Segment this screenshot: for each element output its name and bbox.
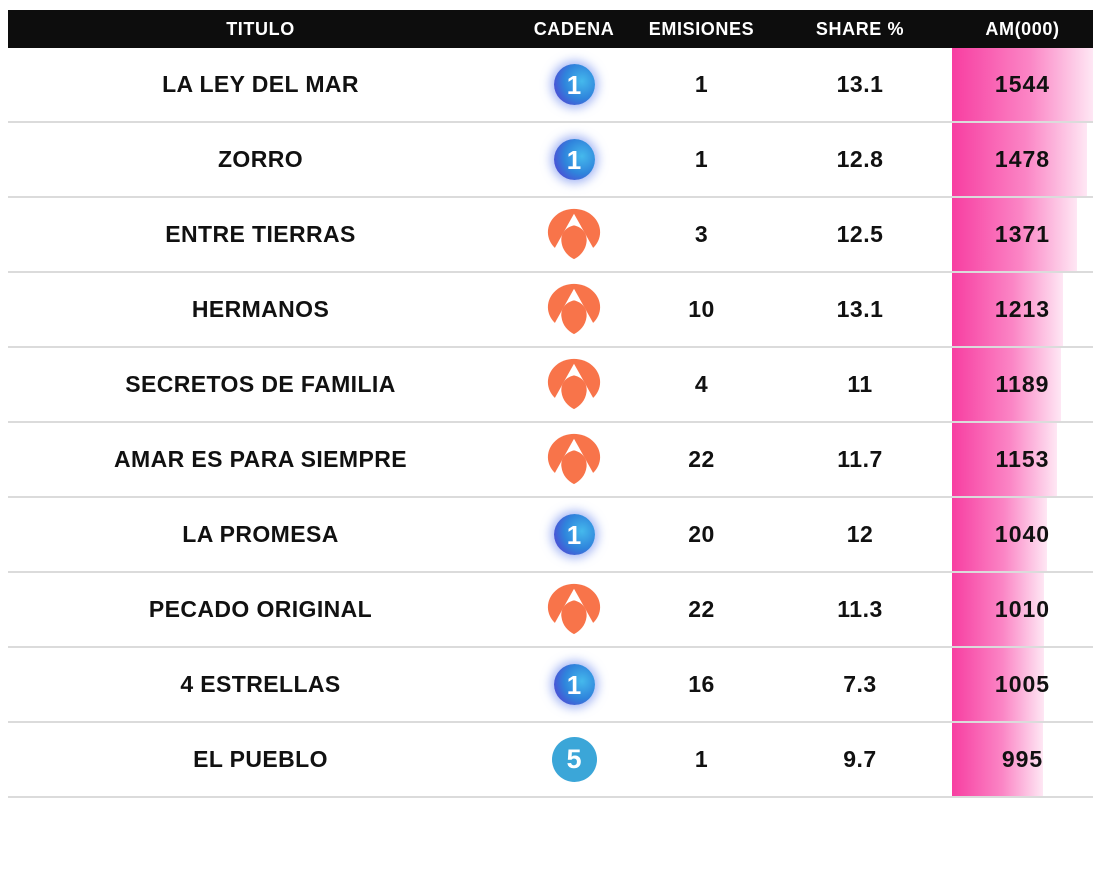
am-bar (952, 423, 1058, 496)
am-value: 995 (1001, 746, 1044, 772)
emisiones-value: 10 (688, 296, 715, 322)
am-cell: 1005 (952, 648, 1093, 721)
share-value: 12.5 (836, 221, 884, 247)
am-bar (952, 123, 1087, 196)
channel-cell (513, 573, 635, 646)
am-bar (952, 198, 1078, 271)
channel-cell (513, 348, 635, 421)
am-bar (952, 273, 1063, 346)
channel-cell: 1 (513, 123, 635, 196)
am-value: 1189 (995, 371, 1050, 397)
channel-cell (513, 198, 635, 271)
am-cell: 995 (952, 723, 1093, 796)
antena3-logo-icon (546, 358, 602, 412)
table-row: LA LEY DEL MAR 1 1 13.1 1544 (8, 48, 1093, 123)
am-bar (952, 48, 1093, 121)
share-value: 12 (846, 521, 874, 547)
antena3-logo-icon (546, 583, 602, 637)
la1-logo-icon: 1 (553, 139, 595, 180)
header-share: SHARE % (815, 18, 905, 39)
channel-cell (513, 273, 635, 346)
table-row: AMAR ES PARA SIEMPRE 22 11.7 1153 (8, 423, 1093, 498)
show-title: 4 ESTRELLAS (180, 671, 341, 697)
am-cell: 1153 (952, 423, 1093, 496)
show-title: SECRETOS DE FAMILIA (125, 371, 396, 397)
am-bar (952, 498, 1047, 571)
share-value: 9.7 (843, 746, 877, 772)
table-row: PECADO ORIGINAL 22 11.3 1010 (8, 573, 1093, 648)
la1-logo-icon: 1 (553, 514, 595, 555)
share-value: 11.7 (837, 446, 883, 472)
show-title: EL PUEBLO (193, 746, 328, 772)
am-cell: 1371 (952, 198, 1093, 271)
am-cell: 1040 (952, 498, 1093, 571)
show-title: AMAR ES PARA SIEMPRE (114, 446, 407, 472)
share-value: 11 (847, 371, 873, 397)
table-row: SECRETOS DE FAMILIA 4 11 1189 (8, 348, 1093, 423)
emisiones-value: 1 (694, 746, 709, 772)
share-value: 7.3 (843, 671, 877, 697)
am-value: 1478 (994, 146, 1051, 172)
am-bar (952, 348, 1061, 421)
am-value: 1040 (994, 521, 1051, 547)
table-row: EL PUEBLO 5 1 9.7 995 (8, 723, 1093, 798)
header-titulo: TITULO (226, 18, 295, 39)
am-bar (952, 723, 1043, 796)
header-am: AM(000) (985, 18, 1060, 39)
show-title: PECADO ORIGINAL (148, 596, 373, 622)
show-title: ENTRE TIERRAS (165, 221, 356, 247)
am-cell: 1478 (952, 123, 1093, 196)
am-cell: 1189 (952, 348, 1093, 421)
share-value: 11.3 (837, 596, 883, 622)
emisiones-value: 22 (688, 596, 715, 622)
ratings-table: TITULO CADENA EMISIONES SHARE % AM(000) … (8, 10, 1093, 798)
header-cadena: CADENA (533, 18, 615, 39)
channel-cell: 5 (513, 723, 635, 796)
share-value: 13.1 (836, 296, 884, 322)
antena3-logo-icon (546, 208, 602, 262)
table-row: ENTRE TIERRAS 3 12.5 1371 (8, 198, 1093, 273)
antena3-logo-icon (546, 283, 602, 337)
header-emisiones: EMISIONES (648, 18, 755, 39)
table-row: LA PROMESA 1 20 12 1040 (8, 498, 1093, 573)
emisiones-value: 16 (688, 671, 715, 697)
emisiones-value: 4 (694, 371, 709, 397)
telecinco-logo-icon: 5 (551, 737, 597, 782)
am-bar (952, 648, 1044, 721)
emisiones-value: 3 (694, 221, 709, 247)
am-bar (952, 573, 1045, 646)
show-title: ZORRO (217, 146, 304, 172)
am-value: 1371 (994, 221, 1051, 247)
channel-cell: 1 (513, 498, 635, 571)
am-value: 1153 (995, 446, 1050, 472)
show-title: HERMANOS (191, 296, 330, 322)
am-cell: 1544 (952, 48, 1093, 121)
share-value: 12.8 (836, 146, 884, 172)
channel-cell: 1 (513, 48, 635, 121)
emisiones-value: 22 (688, 446, 715, 472)
table-body: LA LEY DEL MAR 1 1 13.1 1544 ZORRO 1 1 1… (8, 48, 1093, 798)
table-header: TITULO CADENA EMISIONES SHARE % AM(000) (8, 10, 1093, 48)
am-value: 1005 (994, 671, 1051, 697)
table-row: 4 ESTRELLAS 1 16 7.3 1005 (8, 648, 1093, 723)
show-title: LA PROMESA (182, 521, 339, 547)
am-cell: 1213 (952, 273, 1093, 346)
table-row: HERMANOS 10 13.1 1213 (8, 273, 1093, 348)
la1-logo-icon: 1 (553, 64, 595, 105)
emisiones-value: 1 (694, 71, 709, 97)
antena3-logo-icon (546, 433, 602, 487)
share-value: 13.1 (836, 71, 884, 97)
am-value: 1213 (994, 296, 1051, 322)
channel-cell: 1 (513, 648, 635, 721)
emisiones-value: 1 (694, 146, 709, 172)
channel-cell (513, 423, 635, 496)
table-row: ZORRO 1 1 12.8 1478 (8, 123, 1093, 198)
am-value: 1010 (994, 596, 1051, 622)
la1-logo-icon: 1 (553, 664, 595, 705)
am-value: 1544 (994, 71, 1051, 97)
am-cell: 1010 (952, 573, 1093, 646)
emisiones-value: 20 (688, 521, 715, 547)
show-title: LA LEY DEL MAR (162, 71, 359, 97)
